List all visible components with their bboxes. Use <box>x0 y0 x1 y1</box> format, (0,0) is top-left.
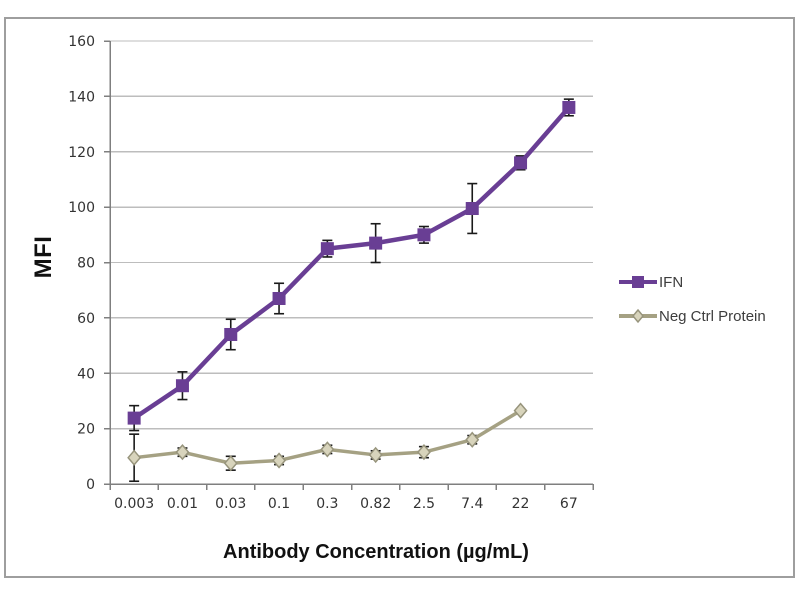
x-tick-label: 67 <box>560 496 578 512</box>
legend-label-neg-ctrl: Neg Ctrl Protein <box>659 307 766 325</box>
x-axis-title: Antibody Concentration (µg/mL) <box>223 541 529 563</box>
y-axis-title: MFI <box>30 235 57 279</box>
series-ifn <box>127 100 576 425</box>
y-tick-label: 40 <box>77 366 95 382</box>
y-tick-label: 120 <box>68 145 95 161</box>
x-tick-label: 0.003 <box>114 496 154 512</box>
x-tick-label: 0.3 <box>316 496 338 512</box>
error-bars-ifn <box>129 98 574 432</box>
y-tick-label: 160 <box>68 34 95 50</box>
y-tick-label: 140 <box>68 89 95 105</box>
y-tick-label: 20 <box>77 422 95 438</box>
y-tick-labels: 0 20 40 60 80 100 120 140 160 <box>68 34 95 493</box>
x-tick-labels: 0.003 0.01 0.03 0.1 0.3 0.82 2.5 7.4 22 67 <box>114 496 578 512</box>
x-tick-label: 0.82 <box>360 496 391 512</box>
x-tick-label: 0.03 <box>215 496 246 512</box>
neg-ctrl-series-marker-icon <box>619 308 657 324</box>
axes <box>104 40 594 490</box>
legend-label-ifn: IFN <box>659 273 684 291</box>
y-tick-label: 80 <box>77 256 95 272</box>
gridlines <box>110 40 593 430</box>
x-tick-label: 0.1 <box>268 496 290 512</box>
x-tick-label: 7.4 <box>461 496 483 512</box>
legend: IFN Neg Ctrl Protein <box>618 271 766 339</box>
x-tick-label: 22 <box>512 496 530 512</box>
x-tick-label: 2.5 <box>413 496 435 512</box>
legend-item-neg-ctrl: Neg Ctrl Protein <box>618 305 766 327</box>
ifn-series-marker-icon <box>619 276 657 288</box>
y-tick-label: 60 <box>77 311 95 327</box>
x-tick-label: 0.01 <box>167 496 198 512</box>
legend-item-ifn: IFN <box>618 271 766 293</box>
series-neg-ctrl-protein <box>127 402 528 472</box>
y-tick-label: 0 <box>86 477 95 493</box>
y-tick-label: 100 <box>68 200 95 216</box>
